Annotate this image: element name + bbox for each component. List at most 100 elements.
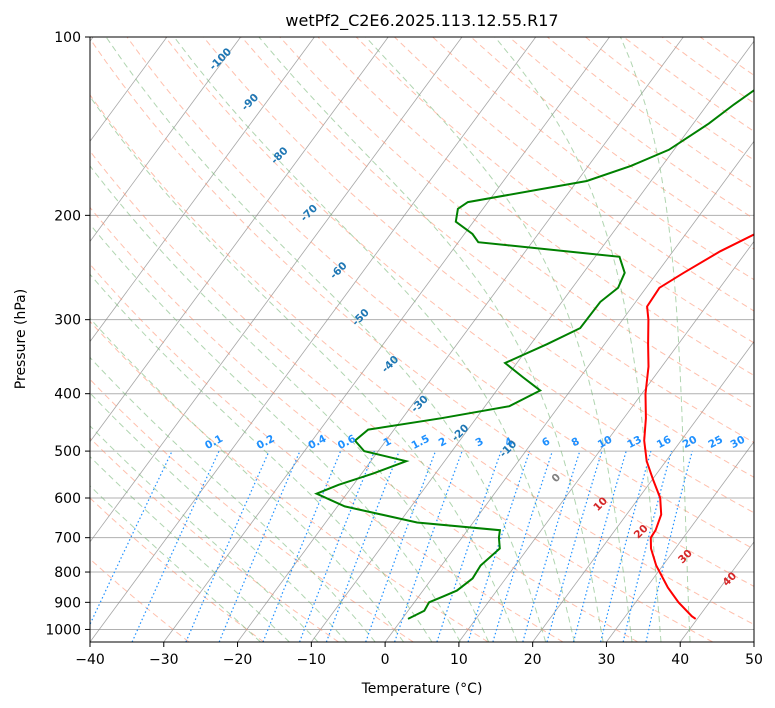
isotherm-line [90,37,463,543]
x-tick-label: 0 [381,652,390,668]
x-tick-label: 30 [598,652,616,668]
isotherm-line [384,140,754,642]
dry-adiabat-line [241,37,754,444]
y-tick-label: 500 [54,444,81,460]
x-tick-label: −40 [75,652,105,668]
mixing-ratio-line [394,450,463,642]
moist-adiabat-line [90,356,376,642]
dry-adiabat-line [699,37,754,76]
dry-adiabat-line [432,37,754,281]
moist-adiabat-line [258,37,604,642]
isotherm-line [679,541,754,642]
mixing-ratio-line [600,450,652,642]
mixing-ratio-line [436,450,502,642]
plot-frame [89,36,755,643]
mixing-ratio-line [218,450,301,642]
dry-adiabat-line [585,37,754,161]
mixing-ratio-label: 30 [729,434,748,451]
dry-adiabat-line [90,263,564,642]
moist-adiabat-label: -40 [379,354,401,376]
mixing-ratio-line [185,450,270,642]
x-tick-label: 50 [745,652,763,668]
y-tick-label: 300 [54,313,81,329]
x-tick-label: −10 [297,652,327,668]
isotherm-line [163,37,610,642]
dry-adiabat-line [164,37,754,514]
isotherm-line [90,37,241,243]
moist-adiabat-label: -20 [450,422,472,444]
mixing-ratio-line [262,450,342,642]
dry-adiabat-line [508,37,754,220]
dry-adiabat-line [90,206,639,642]
moist-adiabat-line [173,37,575,642]
dry-adiabat-line [90,497,265,642]
mixing-ratio-label: 0.6 [336,433,358,452]
x-tick-label: −20 [223,652,253,668]
mixing-ratio-label: 25 [706,434,725,451]
mixing-ratio-line [492,450,553,642]
moist-adiabat-label: 30 [676,547,695,566]
dry-adiabat-line [279,37,754,410]
moist-adiabat-line [105,37,547,642]
moist-adiabat-label: -10 [497,438,519,460]
mixing-ratio-label: 6 [540,435,552,449]
moist-adiabat-label: 20 [632,522,651,541]
y-axis-label: Pressure (hPa) [13,289,29,389]
mixing-ratio-label: 0.1 [203,433,225,452]
moist-adiabat-label: -90 [239,91,261,113]
y-tick-label: 900 [54,595,81,611]
moist-adiabat-line [90,165,490,642]
x-tick-label: −30 [149,652,179,668]
mixing-ratio-line [645,450,693,642]
mixing-ratio-line [622,450,673,642]
moist-adiabat-label: 40 [720,570,739,589]
mixing-ratio-line [572,450,627,642]
mixing-ratio-label: 13 [625,434,644,451]
y-tick-label: 400 [54,387,81,403]
dry-adiabat-line [623,37,754,132]
x-tick-label: 40 [671,652,689,668]
dry-adiabat-line [90,37,754,587]
isotherm-line [532,340,754,642]
moist-adiabat-line [90,273,433,642]
dewpoint-trace [314,89,754,620]
isotherm-line [237,37,684,642]
x-axis-label: Temperature (°C) [361,681,483,697]
moist-adiabat-line [90,223,461,642]
moist-adiabat-line [620,37,691,642]
dry-adiabat-line [546,37,754,190]
mixing-ratio-line [467,450,531,642]
mixing-ratio-line [546,450,603,642]
mixing-ratio-label: 2 [437,435,449,449]
moist-adiabat-line [90,317,405,642]
isotherm-line [458,240,754,642]
isotherm-line [606,441,754,642]
isotherm-line [90,37,537,642]
isotherm-line [90,37,389,443]
dry-adiabat-line [126,37,754,550]
moist-adiabat-line [494,37,662,642]
moist-adiabat-line [90,485,261,642]
y-tick-label: 200 [54,208,81,224]
moist-adiabat-line [90,455,290,642]
moist-adiabat-label: -70 [298,202,320,224]
mixing-ratio-line [131,450,220,642]
y-tick-label: 700 [54,531,81,547]
mixing-ratio-label: 10 [596,434,615,451]
dry-adiabat-line [90,437,339,642]
isotherm-line [753,641,754,642]
mixing-ratio-label: 16 [655,434,674,451]
dry-adiabat-line [317,37,754,377]
mixing-ratio-line [325,450,400,642]
mixing-ratio-label: 3 [474,435,486,449]
moist-adiabat-label: -50 [350,307,372,329]
mixing-ratio-line [90,450,173,626]
moist-adiabat-line [90,425,319,642]
mixing-ratio-line [522,450,581,642]
dry-adiabat-line [90,320,489,642]
y-tick-label: 100 [54,30,81,46]
mixing-ratio-label: 36 [754,434,773,451]
mixing-ratio-line [365,450,437,642]
moist-adiabat-line [90,95,518,642]
